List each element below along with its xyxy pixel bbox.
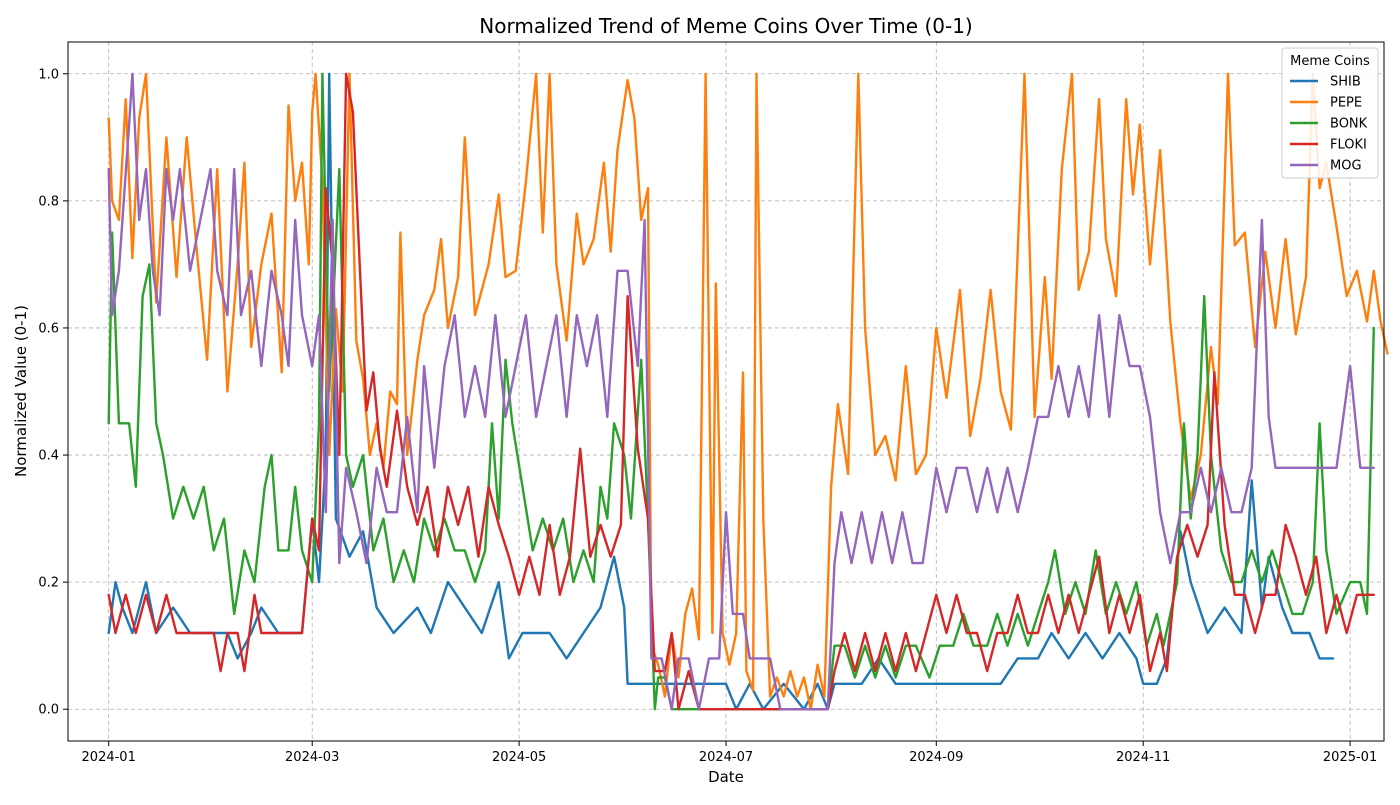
x-tick-label: 2024-03 — [285, 750, 339, 765]
legend-items: SHIB PEPE BONK FLOKI MOG — [1290, 75, 1368, 174]
legend-label-floki: FLOKI — [1330, 138, 1367, 153]
series-lines — [107, 72, 1389, 711]
x-axis-ticks: 2024-01 2024-03 2024-05 2024-07 2024-09 2024-… — [82, 741, 1377, 765]
x-tick-label: 2025-01 — [1323, 750, 1377, 765]
x-tick-label: 2024-11 — [1116, 750, 1170, 765]
x-tick-label: 2024-01 — [82, 750, 136, 765]
x-axis-label: Date — [708, 768, 744, 786]
legend-label-pepe: PEPE — [1330, 96, 1362, 111]
grid-lines — [68, 42, 1384, 741]
y-tick-label: 0.2 — [38, 576, 59, 591]
y-tick-label: 0.4 — [38, 449, 59, 464]
y-tick-label: 1.0 — [38, 67, 59, 82]
legend-label-mog: MOG — [1330, 159, 1362, 174]
y-axis-ticks: 0.0 0.2 0.4 0.6 0.8 1.0 — [38, 67, 68, 718]
series-line-floki — [107, 72, 1376, 711]
x-tick-label: 2024-09 — [909, 750, 963, 765]
x-tick-label: 2024-05 — [492, 750, 546, 765]
legend-title: Meme Coins — [1290, 54, 1370, 69]
y-tick-label: 0.8 — [38, 194, 59, 209]
series-line-pepe — [107, 72, 1389, 711]
series-line-bonk — [107, 72, 1376, 711]
chart-title: Normalized Trend of Meme Coins Over Time… — [479, 14, 972, 38]
legend-label-shib: SHIB — [1330, 75, 1361, 90]
legend: Meme Coins SHIB PEPE BONK FLOKI MOG — [1281, 47, 1379, 179]
y-tick-label: 0.0 — [38, 703, 59, 718]
x-tick-label: 2024-07 — [699, 750, 753, 765]
y-axis-label: Normalized Value (0-1) — [12, 305, 30, 477]
plot-area-frame — [67, 41, 1385, 742]
y-tick-label: 0.6 — [38, 321, 59, 336]
legend-label-bonk: BONK — [1330, 117, 1368, 132]
series-line-mog — [107, 72, 1376, 711]
